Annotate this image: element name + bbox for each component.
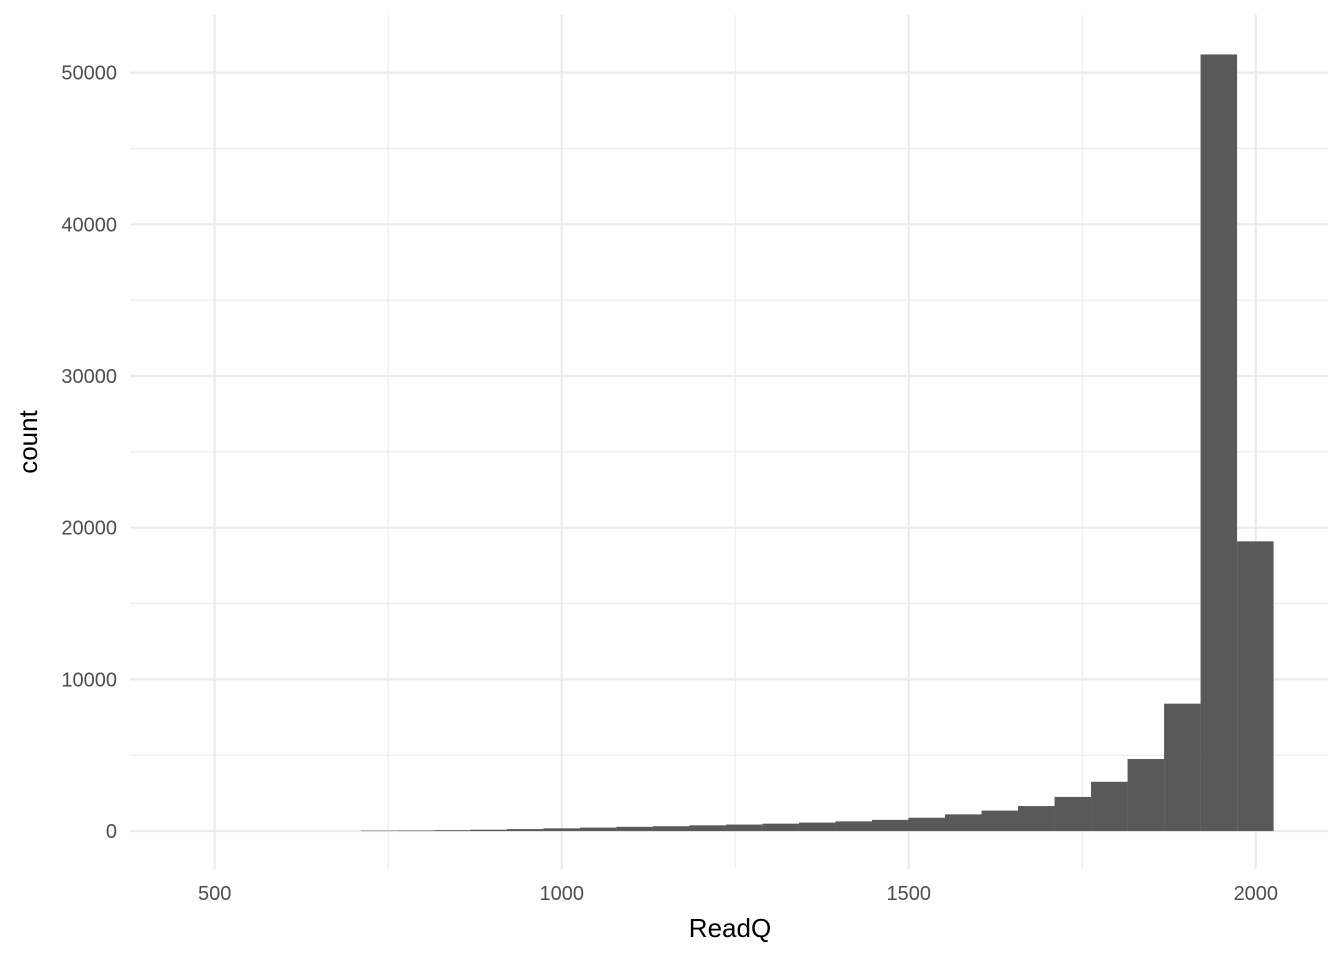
histogram-bar xyxy=(871,819,909,832)
y-tick-label: 20000 xyxy=(61,518,117,540)
y-tick-label: 10000 xyxy=(61,669,117,691)
histogram-bar xyxy=(1237,541,1274,832)
histogram-bar xyxy=(397,830,434,832)
minor-grid-y xyxy=(130,147,1328,756)
y-axis-tick-labels: 0 10000 20000 30000 40000 50000 xyxy=(61,63,117,843)
histogram-bar xyxy=(798,822,836,832)
x-tick-label: 500 xyxy=(198,883,231,905)
histogram-bar xyxy=(945,814,982,832)
histogram-bar xyxy=(908,817,946,832)
y-axis-title: count xyxy=(13,409,43,473)
y-tick-label: 50000 xyxy=(61,63,117,85)
histogram-bar xyxy=(1054,796,1092,832)
histogram-bar xyxy=(1200,54,1238,832)
histogram-bar xyxy=(433,830,471,832)
y-tick-label: 40000 xyxy=(61,214,117,236)
histogram-bars xyxy=(360,54,1274,832)
y-tick-label: 30000 xyxy=(61,366,117,388)
histogram-bar xyxy=(981,810,1019,832)
x-tick-label: 1500 xyxy=(887,883,932,905)
histogram-bar xyxy=(1091,781,1128,832)
histogram-bar xyxy=(506,829,544,832)
histogram-bar xyxy=(543,828,580,832)
histogram-bar xyxy=(1018,806,1055,832)
histogram-bar xyxy=(689,825,726,832)
histogram-bar xyxy=(725,824,763,832)
y-tick-label: 0 xyxy=(106,821,117,843)
histogram-bar xyxy=(616,826,653,832)
x-axis-tick-labels: 500 1000 1500 2000 xyxy=(198,883,1278,905)
histogram-bar xyxy=(762,823,799,832)
histogram-bar xyxy=(652,826,690,832)
minor-grid-x xyxy=(387,15,1083,869)
histogram-bar xyxy=(1164,703,1201,832)
histogram-bar xyxy=(1127,759,1165,832)
x-axis-title: ReadQ xyxy=(689,913,771,943)
x-tick-label: 2000 xyxy=(1234,883,1279,905)
x-tick-label: 1000 xyxy=(539,883,584,905)
histogram-bar xyxy=(470,829,507,832)
histogram-bar xyxy=(579,827,617,832)
histogram-bar xyxy=(835,821,872,832)
